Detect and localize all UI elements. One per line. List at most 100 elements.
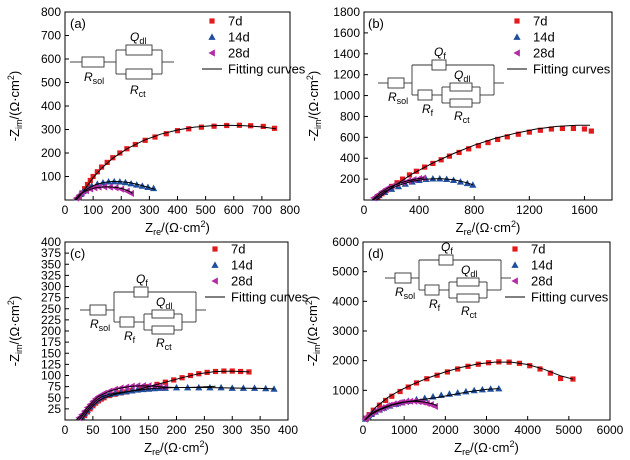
y-tick-label: 50: [48, 391, 62, 405]
y-tick-label: 75: [48, 380, 62, 394]
fit-curve: [75, 180, 156, 201]
equivalent-circuit: Rsol Qf Rf Qdl Rct: [385, 240, 511, 320]
data-point: [475, 143, 481, 149]
data-point: [537, 127, 543, 133]
x-tick-label: 1200: [516, 203, 543, 217]
y-tick-label: 2000: [332, 354, 359, 368]
fit-curve: [373, 178, 473, 201]
y-tick-label: 300: [41, 123, 61, 137]
rct-resistor: [456, 293, 480, 303]
equivalent-circuit: Rsol Qf Rf Qdl Rct: [80, 272, 206, 352]
qdl-element: [151, 309, 175, 319]
y-tick-label: 800: [340, 109, 360, 123]
y-tick-label: 700: [41, 29, 61, 43]
x-tick-label: 200: [166, 423, 186, 437]
y-tick-label: 500: [41, 76, 61, 90]
series-7d: [81, 368, 252, 419]
data-point: [87, 177, 93, 184]
qdl-element: [456, 277, 480, 287]
data-point: [123, 187, 130, 195]
data-point: [139, 385, 147, 393]
legend-label: 28d: [531, 274, 553, 289]
data-point: [456, 149, 462, 156]
y-tick-label: 350: [41, 257, 61, 271]
legend-label: 7d: [231, 242, 245, 257]
y-axis: 1000 2000 3000 4000 5000 6000: [332, 235, 367, 397]
legend-label: Fitting curves: [533, 62, 611, 77]
legend-label: Fitting curves: [228, 62, 306, 77]
legend-label: Fitting curves: [531, 290, 609, 305]
data-point: [487, 385, 495, 392]
fit-curve: [364, 400, 438, 421]
data-point: [444, 369, 450, 375]
x-tick-label: 5000: [555, 423, 582, 437]
qf-element: [431, 59, 447, 71]
panel-tag: (a): [70, 16, 86, 31]
x-tick-label: 4000: [514, 423, 541, 437]
y-tick-label: 1800: [333, 5, 360, 19]
x-axis: 0 1000 2000 3000 4000 5000 6000: [360, 416, 624, 437]
rsol-resistor: [89, 304, 107, 316]
legend-marker: [208, 49, 215, 57]
plot-frame: [363, 11, 613, 201]
data-point: [174, 128, 181, 134]
panel-b: 0 400 800 1200 1600 200 400 600 800 1000 1200 1400 1…: [305, 5, 613, 237]
data-point: [495, 136, 501, 143]
x-tick-label: 6000: [597, 423, 624, 437]
qf-label: Qf: [136, 272, 148, 288]
qdl-label: Qdl: [461, 263, 477, 279]
legend-label: 7d: [533, 14, 547, 29]
y-axis: 200 400 600 800 1000 1200 1400 1600 1800: [333, 5, 368, 186]
legend-label: 28d: [228, 46, 250, 61]
y-tick-label: 100: [41, 170, 61, 184]
series-7d: [363, 359, 576, 421]
x-tick-label: 300: [139, 203, 159, 217]
y-tick-label: 125: [41, 357, 61, 371]
data-point: [588, 128, 594, 134]
data-point: [149, 184, 158, 192]
x-tick-label: 150: [139, 423, 159, 437]
x-tick-label: 200: [111, 203, 131, 217]
rf-resistor: [119, 316, 135, 328]
r-label: Rct: [130, 83, 146, 99]
data-point: [117, 185, 125, 193]
y-tick-label: 300: [41, 280, 61, 294]
data-point: [90, 173, 96, 180]
data-point: [186, 126, 192, 132]
y-tick-label: 1000: [333, 89, 360, 103]
x-tick-label: 1000: [391, 423, 418, 437]
legend-marker: [208, 33, 216, 40]
legend-marker: [209, 18, 215, 24]
fitting-curves: [74, 124, 276, 201]
data-point: [94, 169, 100, 175]
fitting-curves: [371, 124, 590, 201]
x-tick-label: 0: [62, 203, 69, 217]
fit-curve: [365, 361, 574, 421]
y-tick-label: 325: [41, 268, 61, 282]
x-tick-label: 100: [111, 423, 131, 437]
legend-label: 28d: [231, 274, 253, 289]
legend-marker: [212, 246, 218, 252]
fitting-curves: [364, 361, 574, 421]
rsol-label: Rsol: [395, 285, 415, 301]
data-point: [485, 139, 491, 146]
y-tick-label: 400: [41, 99, 61, 113]
panel-tag: (c): [70, 246, 85, 261]
y-tick-label: 600: [340, 130, 360, 144]
y-tick-label: 1200: [333, 68, 360, 82]
y-tick-label: 4000: [332, 294, 359, 308]
x-tick-label: 3000: [473, 423, 500, 437]
x-tick-label: 500: [196, 203, 216, 217]
data-point: [84, 181, 91, 188]
data-point: [406, 172, 413, 178]
x-axis-label: Zre/(Ω·cm2): [145, 219, 210, 237]
x-axis-label: Zre/(Ω·cm2): [454, 439, 519, 457]
panel-tag: (b): [368, 16, 384, 31]
q-label: Qdl: [130, 30, 146, 46]
y-axis-label: -Zim/(Ω·cm2): [304, 296, 322, 366]
panel-tag: (d): [368, 246, 384, 261]
legend-label: 7d: [531, 242, 545, 257]
fitting-curves: [75, 370, 275, 421]
rct-label: Rct: [461, 304, 477, 320]
